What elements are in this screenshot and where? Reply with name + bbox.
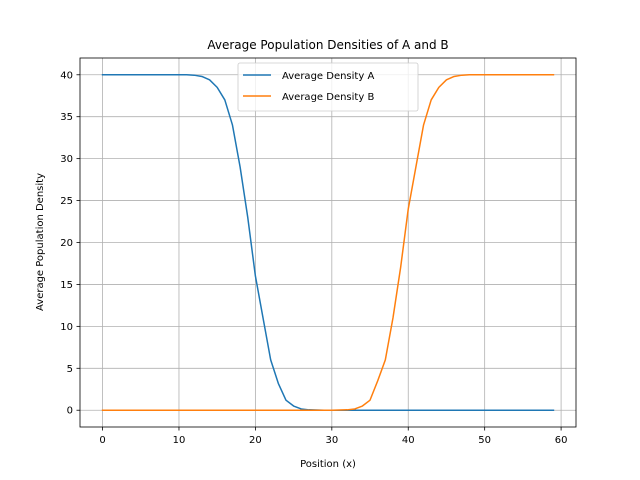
chart-title: Average Population Densities of A and B <box>207 38 448 52</box>
y-tick-label: 30 <box>60 154 73 165</box>
legend-label-a: Average Density A <box>282 71 374 82</box>
y-tick-label: 40 <box>60 70 73 81</box>
x-tick-label: 10 <box>173 435 186 446</box>
ticks: 0 10 20 30 40 50 60 0 5 10 15 20 25 30 35 40 <box>60 70 567 446</box>
y-tick-label: 5 <box>67 364 73 375</box>
y-tick-label: 10 <box>60 322 73 333</box>
x-tick-label: 50 <box>478 435 491 446</box>
y-tick-label: 25 <box>60 196 73 207</box>
legend-label-b: Average Density B <box>282 92 374 103</box>
series-layer <box>101 74 555 411</box>
x-tick-label: 60 <box>555 435 568 446</box>
y-tick-label: 15 <box>60 280 73 291</box>
legend: Average Density A Average Density B <box>237 62 419 112</box>
y-tick-label: 35 <box>60 112 73 123</box>
y-tick-label: 20 <box>60 238 73 249</box>
series-line-b <box>101 74 555 411</box>
x-tick-label: 40 <box>402 435 415 446</box>
y-tick-label: 0 <box>67 406 73 417</box>
x-tick-label: 0 <box>99 435 105 446</box>
x-tick-label: 30 <box>325 435 338 446</box>
x-tick-label: 20 <box>249 435 262 446</box>
y-axis-label: Average Population Density <box>35 173 46 311</box>
x-axis-label: Position (x) <box>300 459 356 470</box>
legend-box <box>237 62 419 112</box>
